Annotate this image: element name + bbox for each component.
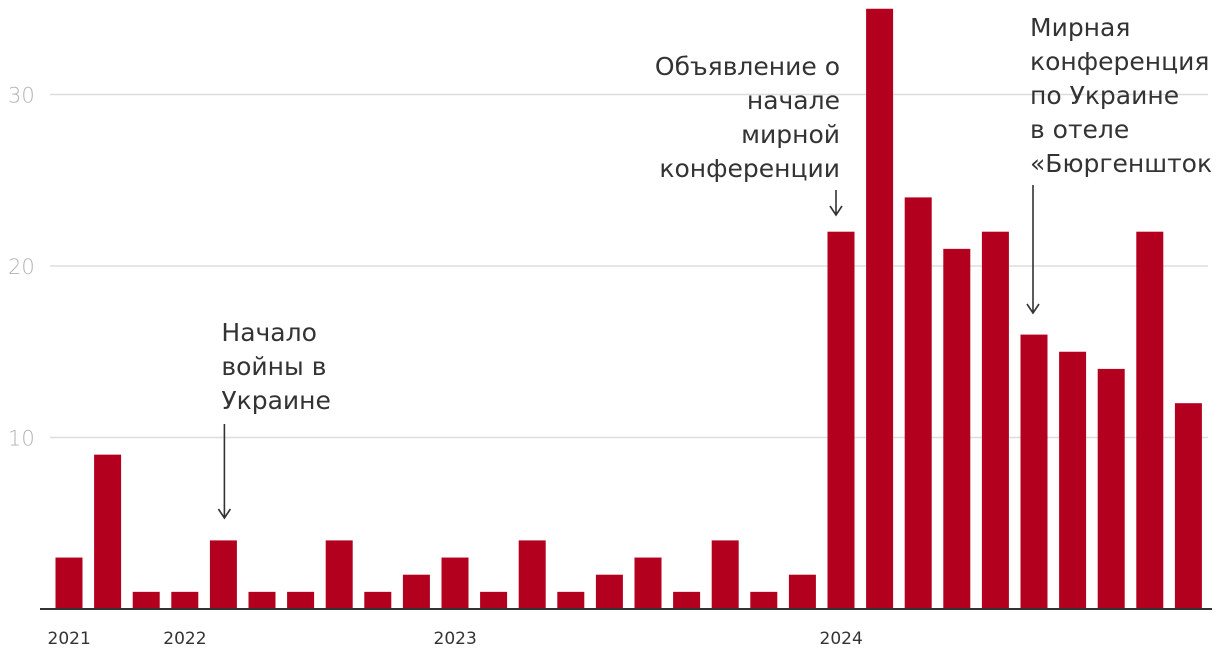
bar <box>55 557 83 609</box>
annotation-arrow <box>1026 185 1040 315</box>
y-tick-label: 30 <box>8 84 35 108</box>
annotation-arrow <box>829 190 843 217</box>
bar <box>287 591 315 609</box>
bar <box>441 557 469 609</box>
y-tick-labels: 10 20 30 <box>8 84 35 451</box>
grid-lines <box>50 93 1208 439</box>
bar <box>1097 368 1125 609</box>
x-tick-label: 2024 <box>820 629 863 649</box>
annotation-line: Украине <box>221 386 331 415</box>
bar <box>402 574 430 609</box>
bar <box>248 591 276 609</box>
x-tick-label: 2023 <box>434 629 477 649</box>
annotation-line: начале <box>747 86 840 115</box>
annotations: Начало войны в Украине Объявление о начале ми… <box>217 13 1212 520</box>
y-tick-label: 20 <box>8 255 35 279</box>
annotation-1: Начало войны в Украине <box>217 318 331 520</box>
bar <box>364 591 392 609</box>
annotation-line: Начало <box>221 318 316 347</box>
annotation-line: «Бюргеншток <box>1030 149 1212 178</box>
annotation-line: конференция <box>1030 47 1209 76</box>
bar <box>595 574 623 609</box>
bar <box>518 540 546 609</box>
bar <box>1020 334 1048 609</box>
annotation-line: по Украине <box>1030 81 1179 110</box>
bar <box>132 591 160 609</box>
bar <box>94 454 122 609</box>
bar <box>209 540 237 609</box>
annotation-line: Мирная <box>1030 13 1130 42</box>
bar <box>673 591 701 609</box>
annotation-line: конференции <box>659 154 840 183</box>
bar <box>1174 403 1202 609</box>
bar <box>827 231 855 609</box>
y-tick-label: 10 <box>8 427 35 451</box>
bar <box>711 540 739 609</box>
annotation-arrow <box>217 424 232 520</box>
annotation-3: Мирная конференция по Украине в отеле «Бюрге… <box>1026 13 1212 315</box>
bars <box>55 8 1202 609</box>
annotation-line: войны в <box>221 352 326 381</box>
annotation-2: Объявление о начале мирной конференции <box>655 52 843 217</box>
annotation-line: мирной <box>741 120 840 149</box>
bar <box>904 197 932 609</box>
bar <box>634 557 662 609</box>
bar <box>480 591 508 609</box>
bar <box>325 540 353 609</box>
x-tick-label: 2022 <box>163 629 206 649</box>
x-tick-labels: 2021 2022 2023 2024 <box>48 629 863 649</box>
bar <box>788 574 816 609</box>
bar <box>1059 351 1087 609</box>
bar <box>1136 231 1164 609</box>
bar <box>981 231 1009 609</box>
bar <box>750 591 778 609</box>
bar <box>171 591 199 609</box>
annotation-line: Объявление о <box>655 52 840 81</box>
annotation-line: в отеле <box>1030 115 1129 144</box>
bar <box>943 248 971 609</box>
bar <box>866 8 894 609</box>
bar <box>557 591 585 609</box>
x-tick-label: 2021 <box>48 629 91 649</box>
